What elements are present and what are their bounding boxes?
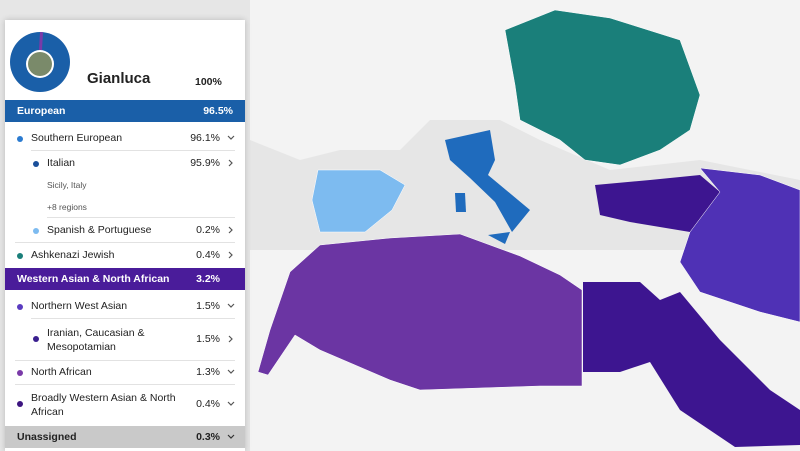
profile-name: Gianluca: [87, 70, 151, 87]
chevron-down: [227, 135, 235, 140]
row-label: Broadly Western Asian & North African: [31, 392, 176, 418]
row-percent: 96.1%: [190, 132, 220, 144]
chevron-right: [228, 159, 233, 167]
row-label: Spanish & Portuguese: [47, 224, 152, 236]
chevron-down: [227, 369, 235, 374]
row-label: Iranian, Caucasian & Mesopotamian: [47, 327, 145, 353]
row-percent: 1.5%: [196, 333, 220, 345]
region-italy: [445, 130, 530, 232]
chevron-down: [227, 434, 235, 439]
row-label: European: [17, 105, 66, 117]
region-west-asia: [679, 167, 800, 323]
row-label: Northern West Asian: [31, 300, 128, 312]
row-label: Southern European: [31, 132, 123, 144]
avatar: [10, 32, 70, 92]
row-percent: 3.2%: [196, 273, 220, 285]
row-percent: 1.5%: [196, 300, 220, 312]
group-header[interactable]: Western Asian & North African 3.2%: [5, 268, 245, 290]
row-percent: 1.3%: [196, 366, 220, 378]
row-label: North African: [31, 366, 92, 378]
ancestry-row[interactable]: Broadly Western Asian & North African 0.…: [5, 391, 245, 421]
ancestry-row[interactable]: Ashkenazi Jewish 0.4%: [5, 249, 245, 269]
group-header[interactable]: European 96.5%: [5, 100, 245, 122]
ancestry-row[interactable]: North African 1.3%: [5, 366, 245, 386]
chevron-down: [227, 401, 235, 406]
ancestry-row[interactable]: Italian 95.9% Sicily, Italy +8 regions: [5, 157, 245, 217]
ancestry-row[interactable]: Spanish & Portuguese 0.2%: [5, 224, 245, 244]
row-label: Italian: [47, 157, 76, 169]
row-label: Ashkenazi Jewish: [31, 249, 115, 261]
row-detail: Sicily, Italy: [47, 180, 87, 190]
ancestry-row[interactable]: Iranian, Caucasian & Mesopotamian 1.5%: [5, 326, 245, 356]
region-anatolia: [595, 175, 720, 232]
row-percent: 0.2%: [196, 224, 220, 236]
row-more: +8 regions: [47, 202, 87, 212]
region-iberia: [311, 169, 406, 233]
group-header[interactable]: Unassigned 0.3%: [5, 426, 245, 448]
chevron-down: [227, 303, 235, 308]
row-label: Western Asian & North African: [17, 273, 170, 285]
row-percent: 96.5%: [203, 105, 233, 117]
region-arabia: [583, 282, 800, 447]
row-percent: 0.3%: [196, 431, 220, 443]
profile-percent: 100%: [195, 76, 222, 88]
row-percent: 95.9%: [190, 157, 220, 169]
region-north-africa: [257, 233, 583, 391]
region-sicily: [488, 232, 510, 244]
region-sardinia: [455, 193, 466, 212]
chevron-right: [228, 335, 233, 343]
ancestry-panel: Gianluca 100% European 96.5% Southern Eu…: [5, 20, 245, 451]
ancestry-row[interactable]: Northern West Asian 1.5%: [5, 300, 245, 320]
row-label: Unassigned: [17, 431, 77, 443]
row-percent: 0.4%: [196, 249, 220, 261]
chevron-right: [228, 251, 233, 259]
ancestry-row[interactable]: Southern European 96.1%: [5, 132, 245, 152]
region-ashkenazi: [504, 9, 701, 166]
chevron-right: [228, 226, 233, 234]
row-percent: 0.4%: [196, 398, 220, 410]
